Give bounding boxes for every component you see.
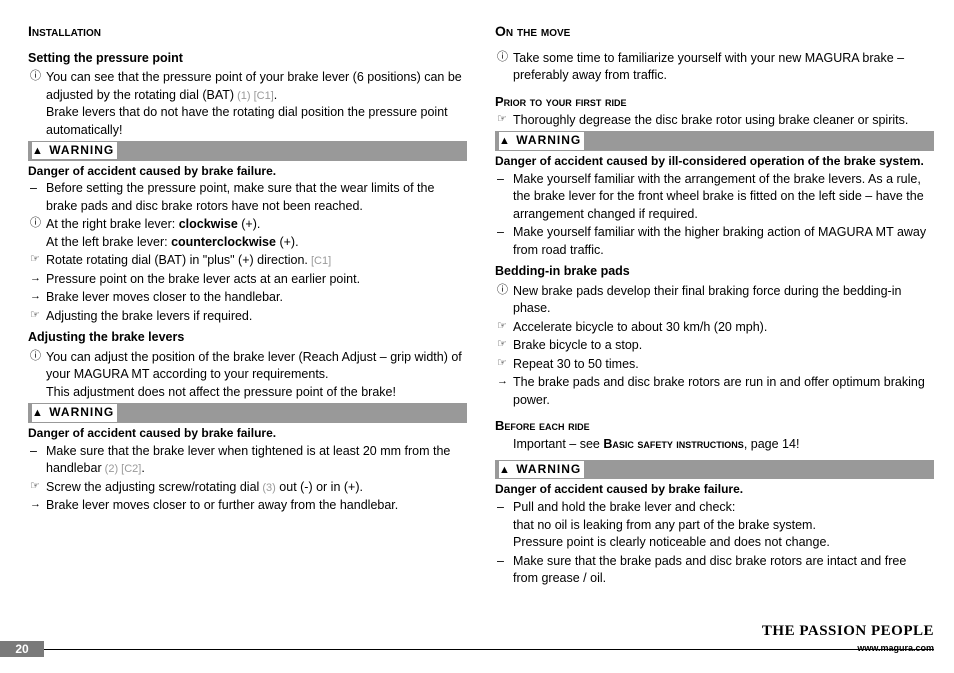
warning-label: WARNING	[516, 133, 581, 147]
dash-item: Make yourself familiar with the arrangem…	[495, 171, 934, 224]
section-heading: On the move	[495, 22, 934, 42]
result-item: Brake lever moves closer to or further a…	[28, 497, 467, 515]
body-list: You can adjust the position of the brake…	[28, 349, 467, 402]
info-item: New brake pads develop their final braki…	[495, 283, 934, 318]
info-item: At the right brake lever: clockwise (+).…	[28, 216, 467, 251]
body-list: Take some time to familiarize yourself w…	[495, 50, 934, 85]
dash-item: Make yourself familiar with the higher b…	[495, 224, 934, 259]
body-list: Thoroughly degrease the disc brake rotor…	[495, 112, 934, 130]
subheading: Setting the pressure point	[28, 50, 467, 68]
action-item: Rotate rotating dial (BAT) in "plus" (+)…	[28, 252, 467, 270]
warning-icon: ▲	[499, 463, 511, 478]
result-item: The brake pads and disc brake rotors are…	[495, 374, 934, 409]
info-item: Take some time to familiarize yourself w…	[495, 50, 934, 85]
warning-bar: ▲ WARNING	[495, 460, 934, 480]
body-list: Screw the adjusting screw/rotating dial …	[28, 479, 467, 515]
subheading: Bedding-in brake pads	[495, 263, 934, 281]
body-text: Important – see Basic safety instruction…	[495, 436, 934, 454]
danger-text: Danger of accident caused by brake failu…	[28, 163, 467, 180]
dash-item: Pull and hold the brake lever and check:…	[495, 499, 934, 552]
subheading: Adjusting the brake levers	[28, 329, 467, 347]
body-list: You can see that the pressure point of y…	[28, 69, 467, 139]
warning-icon: ▲	[32, 406, 44, 421]
subheading-sc: Prior to your first ride	[495, 93, 934, 111]
warning-bar: ▲ WARNING	[28, 403, 467, 423]
warning-list: Before setting the pressure point, make …	[28, 180, 467, 215]
warning-icon: ▲	[499, 134, 511, 149]
right-column: On the move Take some time to familiariz…	[495, 20, 934, 589]
action-item: Brake bicycle to a stop.	[495, 337, 934, 355]
info-item: You can see that the pressure point of y…	[28, 69, 467, 139]
action-item: Adjusting the brake levers if required.	[28, 308, 467, 326]
warning-label: WARNING	[49, 143, 114, 157]
warning-label: WARNING	[516, 462, 581, 476]
result-item: Brake lever moves closer to the handleba…	[28, 289, 467, 307]
footer-url: www.magura.com	[762, 642, 934, 655]
body-list: At the right brake lever: clockwise (+).…	[28, 216, 467, 325]
section-heading: Installation	[28, 22, 467, 42]
danger-text: Danger of accident caused by ill-conside…	[495, 153, 934, 170]
action-item: Repeat 30 to 50 times.	[495, 356, 934, 374]
danger-text: Danger of accident caused by brake failu…	[495, 481, 934, 498]
info-item: You can adjust the position of the brake…	[28, 349, 467, 402]
warning-list: Make sure that the brake lever when tigh…	[28, 443, 467, 478]
result-item: Pressure point on the brake lever acts a…	[28, 271, 467, 289]
danger-text: Danger of accident caused by brake failu…	[28, 425, 467, 442]
left-column: Installation Setting the pressure point …	[28, 20, 467, 589]
warning-icon: ▲	[32, 144, 44, 159]
warning-label: WARNING	[49, 405, 114, 419]
page-number: 20	[0, 641, 44, 657]
footer-tagline: THE PASSION PEOPLE	[762, 621, 934, 642]
action-item: Thoroughly degrease the disc brake rotor…	[495, 112, 934, 130]
dash-item: Before setting the pressure point, make …	[28, 180, 467, 215]
warning-bar: ▲ WARNING	[28, 141, 467, 161]
subheading-sc: Before each ride	[495, 417, 934, 435]
body-list: New brake pads develop their final braki…	[495, 283, 934, 410]
dash-item: Make sure that the brake lever when tigh…	[28, 443, 467, 478]
action-item: Screw the adjusting screw/rotating dial …	[28, 479, 467, 497]
warning-bar: ▲ WARNING	[495, 131, 934, 151]
page-footer: 20 THE PASSION PEOPLE www.magura.com	[0, 637, 954, 657]
action-item: Accelerate bicycle to about 30 km/h (20 …	[495, 319, 934, 337]
warning-list: Pull and hold the brake lever and check:…	[495, 499, 934, 588]
warning-list: Make yourself familiar with the arrangem…	[495, 171, 934, 260]
dash-item: Make sure that the brake pads and disc b…	[495, 553, 934, 588]
